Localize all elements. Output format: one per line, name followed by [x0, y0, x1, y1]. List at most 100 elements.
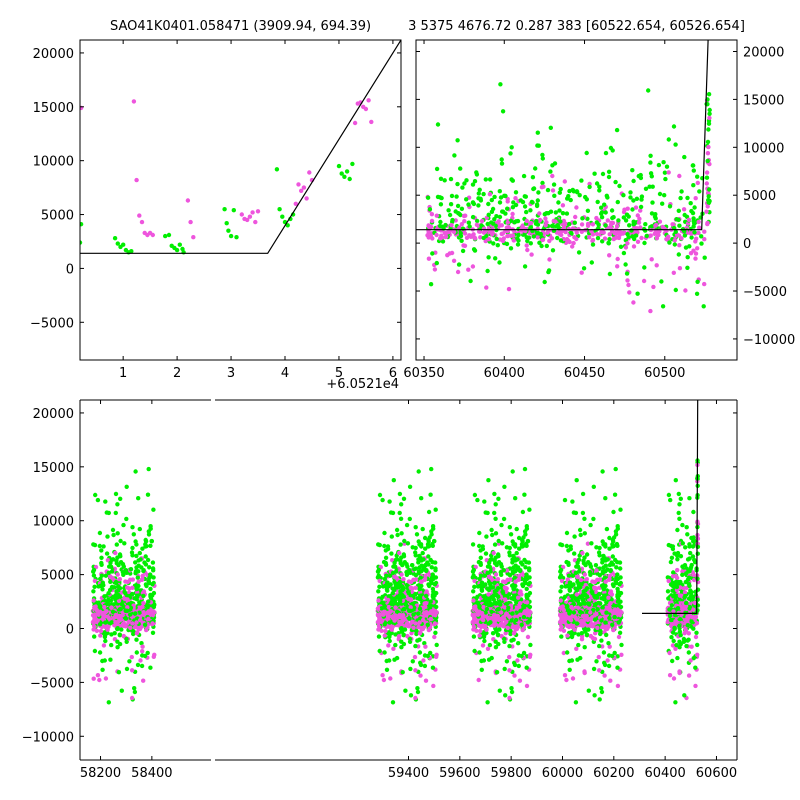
data-point	[486, 587, 492, 593]
data-point	[516, 595, 521, 600]
data-point	[129, 550, 135, 555]
data-point	[572, 220, 577, 225]
data-point	[102, 658, 108, 663]
data-point	[609, 560, 614, 565]
data-point	[518, 612, 523, 617]
x-tick-label: 60400	[484, 366, 525, 381]
data-point	[392, 657, 397, 662]
data-point	[134, 177, 139, 183]
data-point	[440, 239, 446, 244]
data-point	[484, 599, 489, 604]
data-point	[492, 194, 497, 200]
data-point	[512, 673, 517, 678]
data-point	[548, 125, 553, 130]
data-point	[466, 267, 471, 272]
data-point	[115, 626, 120, 631]
data-point	[582, 531, 587, 536]
data-point	[557, 231, 562, 237]
data-point	[706, 121, 712, 126]
data-point	[511, 237, 517, 243]
data-point	[122, 541, 127, 546]
data-point	[434, 642, 439, 648]
data-point	[91, 567, 97, 573]
data-point	[510, 469, 515, 474]
data-point	[472, 648, 477, 654]
data-point	[412, 654, 418, 660]
data-point	[133, 469, 138, 474]
data-point	[677, 266, 683, 271]
data-point	[382, 576, 387, 582]
data-point	[449, 223, 454, 228]
data-point	[481, 235, 486, 241]
data-point	[485, 570, 490, 575]
data-point	[539, 243, 544, 249]
data-point	[518, 198, 523, 203]
data-point	[615, 665, 620, 670]
data-point	[667, 240, 672, 245]
data-point	[517, 678, 523, 683]
data-point	[485, 646, 491, 651]
data-point	[547, 257, 552, 262]
data-point	[386, 604, 391, 610]
data-point	[449, 193, 455, 199]
data-point	[504, 568, 510, 573]
data-point	[516, 232, 521, 238]
data-point	[617, 232, 623, 237]
data-point	[643, 228, 648, 233]
data-point	[553, 219, 558, 224]
data-point	[587, 184, 592, 190]
data-point	[531, 234, 536, 239]
data-point	[133, 571, 138, 576]
data-point	[635, 291, 640, 296]
data-point	[387, 638, 392, 644]
data-point	[431, 589, 436, 594]
data-point	[607, 232, 612, 237]
data-point	[92, 648, 98, 654]
data-point	[569, 634, 575, 640]
data-point	[135, 662, 141, 668]
data-point	[429, 532, 434, 537]
data-point	[579, 631, 584, 636]
data-point	[387, 658, 392, 663]
data-point	[408, 693, 414, 698]
data-point	[494, 670, 500, 675]
x-tick-label: 60500	[644, 366, 685, 381]
data-point	[399, 595, 404, 600]
data-point	[591, 484, 596, 489]
data-point	[134, 620, 139, 625]
data-point	[687, 244, 692, 249]
data-point	[146, 609, 151, 614]
data-point	[517, 573, 522, 578]
data-point	[584, 150, 589, 156]
data-point	[487, 642, 493, 648]
data-point	[455, 203, 461, 209]
data-point	[508, 151, 513, 156]
data-point	[501, 568, 506, 573]
data-point	[508, 532, 514, 537]
data-point	[548, 169, 553, 174]
data-point	[505, 577, 510, 582]
data-point	[129, 668, 135, 673]
data-point	[577, 595, 582, 600]
data-point	[504, 619, 509, 624]
plot-top-left: 1 2 3 4 5 6−500005000100001500020000SAO41K040…	[30, 19, 402, 392]
data-point	[503, 693, 508, 698]
data-point	[504, 601, 509, 607]
data-point	[618, 566, 623, 571]
data-point	[451, 229, 457, 235]
data-point	[527, 654, 533, 659]
data-point	[151, 507, 156, 512]
data-point	[383, 555, 389, 560]
data-point	[118, 538, 123, 544]
data-point	[676, 208, 681, 213]
data-point	[514, 600, 519, 605]
data-point	[102, 604, 107, 610]
data-point	[573, 700, 579, 705]
data-point	[425, 622, 430, 627]
data-point	[97, 530, 103, 536]
data-point	[113, 491, 119, 497]
data-point	[399, 572, 404, 577]
data-point	[438, 219, 443, 225]
data-point	[512, 575, 517, 580]
data-point	[567, 221, 572, 227]
